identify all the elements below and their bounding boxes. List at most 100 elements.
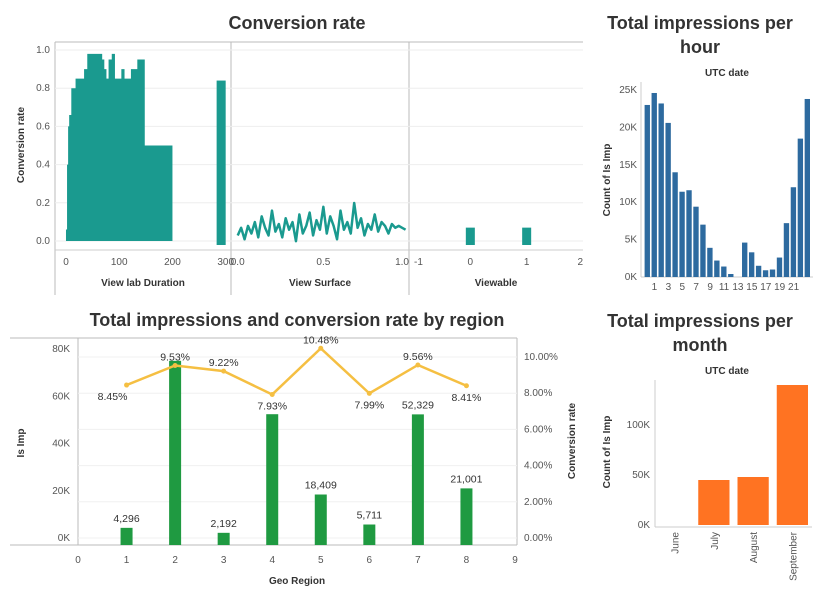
x-tick-label: July	[710, 532, 721, 550]
monthly-impressions-chart: Total impressions per month UTC date Cou…	[602, 311, 812, 581]
y-tick-label: 100K	[627, 420, 651, 431]
y-tick-label: 20K	[52, 486, 70, 497]
bar-value-label: 2,192	[211, 518, 237, 530]
chart-title-line1: Total impressions per	[607, 13, 793, 33]
x-tick-label: 7	[415, 555, 421, 566]
x-tick-label: 1	[524, 257, 530, 268]
hour-bar	[790, 187, 797, 277]
hour-bar	[665, 122, 671, 277]
chart-subtitle: UTC date	[705, 366, 749, 377]
hour-bar	[728, 274, 734, 277]
x-tick-label: 19	[774, 282, 786, 293]
hourly-impressions-chart: Total impressions per hour UTC date Coun…	[602, 13, 813, 293]
x-tick-label: June	[671, 532, 682, 554]
x-tick-label: 9	[707, 282, 713, 293]
hourly-bars	[644, 92, 810, 278]
conversion-marks	[65, 53, 532, 245]
x-tick-label: 6	[367, 555, 373, 566]
region-bar	[266, 414, 279, 545]
region-bar	[217, 532, 230, 545]
x-tick-label: 21	[788, 282, 800, 293]
hour-bar	[776, 257, 783, 277]
x-tick-label: 300	[217, 257, 234, 268]
region-bar	[169, 360, 182, 545]
hour-bar	[714, 260, 720, 277]
bar-value-label: 52,329	[402, 399, 434, 411]
region-bar	[411, 414, 424, 545]
y-tick-label: 40K	[52, 439, 70, 450]
x-tick-label: 0	[63, 257, 69, 268]
month-bar	[776, 385, 808, 525]
rate-value-label: 9.53%	[160, 352, 190, 364]
hour-bar	[742, 242, 748, 277]
y-tick-label: 10K	[619, 197, 637, 208]
x-tick-label: September	[788, 531, 799, 581]
x-tick-label: 8	[464, 555, 470, 566]
hour-bar	[755, 265, 762, 277]
hour-bar	[644, 104, 650, 278]
y-tick-label: 0K	[638, 520, 651, 531]
chart-title-line2: hour	[680, 37, 720, 57]
conversion-line	[236, 201, 407, 243]
y2-tick-label: 0.00%	[524, 533, 552, 544]
x-tick-label: 5	[318, 555, 324, 566]
conversion-point	[463, 383, 469, 389]
y2-tick-label: 4.00%	[524, 461, 552, 472]
y-tick-label: 0.6	[36, 121, 50, 132]
rate-value-label: 8.45%	[98, 391, 128, 403]
panel-label-duration: View lab Duration	[101, 278, 185, 289]
rate-value-label: 10.48%	[303, 334, 339, 346]
rate-value-label: 7.99%	[354, 399, 384, 411]
x-tick-label: 0	[75, 555, 81, 566]
conversion-line	[124, 345, 469, 397]
conversion-point	[221, 368, 227, 374]
hour-bar	[804, 98, 810, 277]
chart-title: Total impressions and conversion rate by…	[90, 310, 505, 330]
x-tick-label: August	[749, 532, 760, 563]
bar-value-label: 5,711	[357, 510, 383, 522]
x-tick-label: 2	[577, 257, 583, 268]
conversion-polyline	[126, 346, 467, 396]
y-tick-label: 5K	[625, 235, 638, 246]
y-axis-label: Conversion rate	[16, 106, 27, 183]
hour-bar	[721, 266, 727, 277]
y-tick-label: 0.8	[36, 83, 50, 94]
conversion-point	[318, 345, 324, 351]
y-tick-label: 20K	[619, 122, 637, 133]
x-tick-label: 11	[719, 282, 730, 293]
y-axis-label: Count of Is Imp	[602, 416, 613, 489]
y-tick-labels: 80K 60K 40K 20K 0K	[52, 344, 70, 544]
hour-bar	[679, 191, 685, 277]
y2-tick-label: 6.00%	[524, 424, 552, 435]
x-tick-label: 1.0	[395, 257, 409, 268]
bar-value-label: 21,001	[450, 473, 482, 485]
y-tick-label: 0.0	[36, 236, 50, 247]
month-bar	[698, 480, 730, 525]
x-tick-labels: 1 3 5 7 9 11 13 15 17 19 21	[652, 282, 800, 293]
x-tick-label: 200	[164, 257, 181, 268]
y-tick-label: 15K	[619, 160, 637, 171]
x-tick-labels: 0 1 2 3 4 5 6 7 8 9	[75, 555, 518, 566]
y2-tick-label: 10.00%	[524, 352, 558, 363]
panel-label-surface: View Surface	[289, 278, 352, 289]
x-tick-label: 3	[666, 282, 672, 293]
chart-title-line2: month	[673, 335, 728, 355]
conversion-rate-chart: Conversion rate Conversion rate 1.0 0.8 0.…	[16, 13, 583, 295]
y-tick-label: 60K	[52, 391, 70, 402]
x-tick-label: 4	[269, 555, 275, 566]
hour-bar	[762, 270, 769, 277]
y-tick-labels: 1.0 0.8 0.6 0.4 0.2 0.0	[36, 45, 50, 247]
chart-title-line1: Total impressions per	[607, 311, 793, 331]
rate-value-label: 8.41%	[452, 392, 482, 404]
hour-bar	[797, 138, 804, 277]
conversion-point	[124, 382, 130, 388]
hour-bar	[693, 206, 699, 277]
y-tick-label: 0.4	[36, 160, 50, 171]
rate-value-label: 7.93%	[257, 400, 287, 412]
x-tick-label: 100	[111, 257, 128, 268]
y-tick-label: 0K	[625, 272, 638, 283]
data-labels: 4,296 2,192 18,409 5,711 52,329 21,001 8.45% 9.…	[98, 334, 483, 530]
conversion-bar	[216, 80, 226, 245]
month-bar	[737, 477, 769, 525]
